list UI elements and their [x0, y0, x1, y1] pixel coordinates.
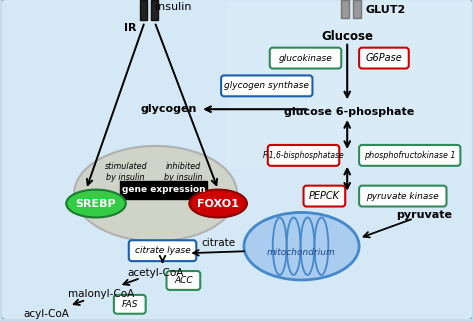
Text: F-1,6-bisphosphatase: F-1,6-bisphosphatase: [263, 151, 345, 160]
Text: PEPCK: PEPCK: [309, 191, 340, 201]
Text: IR: IR: [124, 23, 137, 33]
Text: citrate lyase: citrate lyase: [135, 246, 191, 255]
FancyBboxPatch shape: [221, 75, 312, 96]
Text: insulin: insulin: [155, 2, 191, 12]
FancyBboxPatch shape: [268, 145, 339, 166]
FancyBboxPatch shape: [151, 0, 157, 20]
Text: citrate: citrate: [201, 238, 235, 248]
Text: glycogen synthase: glycogen synthase: [224, 82, 309, 91]
Text: acyl-CoA: acyl-CoA: [23, 309, 69, 319]
FancyBboxPatch shape: [114, 295, 146, 314]
Text: malonyl-CoA: malonyl-CoA: [68, 289, 134, 299]
Text: SREBP: SREBP: [76, 198, 116, 209]
Text: glucokinase: glucokinase: [279, 54, 332, 63]
FancyBboxPatch shape: [226, 2, 470, 169]
Text: stimulated
by insulin: stimulated by insulin: [104, 162, 147, 182]
FancyBboxPatch shape: [270, 48, 341, 68]
FancyBboxPatch shape: [341, 0, 349, 18]
FancyBboxPatch shape: [303, 186, 345, 206]
Ellipse shape: [66, 190, 126, 217]
Ellipse shape: [244, 213, 359, 280]
Ellipse shape: [189, 190, 247, 217]
FancyBboxPatch shape: [353, 0, 361, 18]
Text: GLUT2: GLUT2: [365, 5, 405, 15]
FancyBboxPatch shape: [359, 186, 447, 206]
Text: glycogen: glycogen: [141, 104, 197, 114]
FancyBboxPatch shape: [359, 48, 409, 68]
Text: Glucose: Glucose: [321, 30, 373, 43]
Text: pyruvate kinase: pyruvate kinase: [366, 192, 439, 201]
Text: FOXO1: FOXO1: [197, 198, 239, 209]
Text: glucose 6-phosphate: glucose 6-phosphate: [284, 107, 414, 117]
Text: pyruvate: pyruvate: [396, 211, 452, 221]
Text: mitochondrium: mitochondrium: [267, 248, 336, 257]
Ellipse shape: [74, 146, 237, 241]
Text: phosphofructokinase 1: phosphofructokinase 1: [364, 151, 456, 160]
FancyBboxPatch shape: [129, 240, 196, 261]
FancyBboxPatch shape: [140, 0, 146, 20]
Text: ACC: ACC: [174, 276, 193, 285]
FancyBboxPatch shape: [120, 181, 207, 199]
Text: acetyl-CoA: acetyl-CoA: [128, 268, 184, 278]
FancyBboxPatch shape: [359, 145, 460, 166]
Text: inhibited
by insulin: inhibited by insulin: [164, 162, 203, 182]
Text: FAS: FAS: [121, 300, 138, 309]
FancyBboxPatch shape: [166, 271, 201, 290]
Text: gene expression: gene expression: [122, 185, 205, 194]
Text: G6Pase: G6Pase: [365, 53, 402, 63]
